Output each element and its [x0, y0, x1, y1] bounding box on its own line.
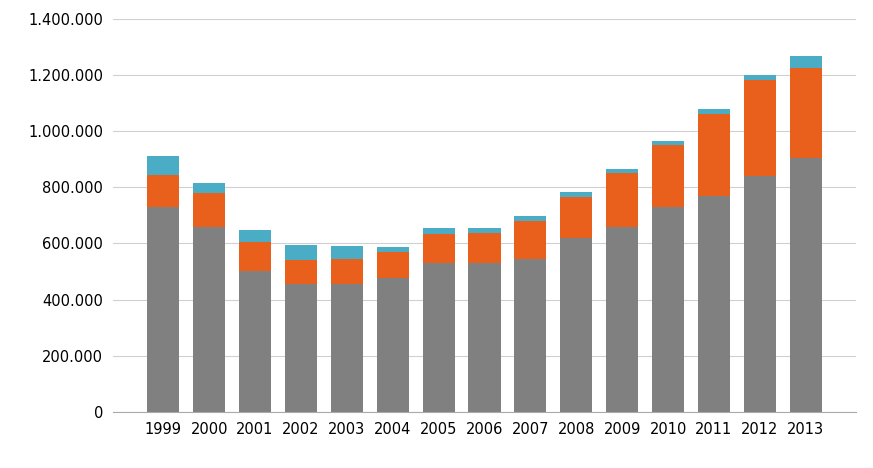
Bar	[148, 156, 179, 175]
Bar	[560, 238, 593, 412]
Bar	[560, 197, 593, 238]
Bar	[514, 221, 546, 259]
Bar	[652, 145, 684, 207]
Bar	[423, 263, 455, 412]
Bar	[376, 278, 409, 412]
Bar	[606, 169, 638, 173]
Bar	[652, 207, 684, 412]
Bar	[744, 80, 776, 176]
Bar	[514, 216, 546, 221]
Bar	[423, 228, 455, 234]
Bar	[744, 75, 776, 80]
Bar	[698, 196, 730, 412]
Bar	[239, 271, 272, 412]
Bar	[698, 109, 730, 114]
Bar	[239, 242, 272, 271]
Bar	[148, 207, 179, 412]
Bar	[652, 141, 684, 145]
Bar	[331, 284, 363, 412]
Bar	[285, 260, 317, 284]
Bar	[423, 234, 455, 263]
Bar	[469, 227, 500, 233]
Bar	[331, 246, 363, 259]
Bar	[514, 259, 546, 412]
Bar	[285, 284, 317, 412]
Bar	[376, 247, 409, 252]
Bar	[376, 252, 409, 278]
Bar	[606, 227, 638, 412]
Bar	[469, 233, 500, 263]
Bar	[469, 263, 500, 412]
Bar	[285, 245, 317, 260]
Bar	[239, 230, 272, 242]
Bar	[744, 176, 776, 412]
Bar	[193, 183, 225, 193]
Bar	[790, 56, 821, 68]
Bar	[193, 193, 225, 227]
Bar	[148, 175, 179, 207]
Bar	[606, 173, 638, 227]
Bar	[790, 158, 821, 412]
Bar	[331, 259, 363, 284]
Bar	[698, 114, 730, 196]
Bar	[193, 227, 225, 412]
Bar	[560, 192, 593, 197]
Bar	[790, 68, 821, 158]
